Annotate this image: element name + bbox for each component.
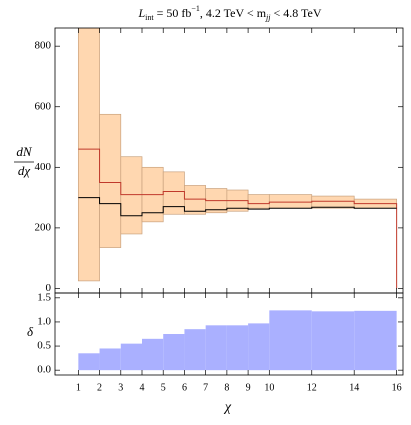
bar: [311, 311, 355, 371]
x-tick-label: 10: [264, 382, 274, 393]
title-part: < 4.8 TeV: [270, 6, 321, 20]
uncertainty-band: [162, 171, 185, 215]
step-line: [78, 148, 398, 289]
x-tick-label: 5: [161, 382, 166, 393]
title-part: , 4.2 TeV < m: [200, 6, 267, 20]
y-label: δ: [27, 324, 34, 339]
title-part: = 50 fb: [154, 6, 192, 20]
bar: [354, 310, 397, 371]
panel-frame: [54, 292, 404, 376]
x-label: χ: [223, 400, 232, 415]
x-tick-label: 14: [349, 382, 359, 393]
bar: [163, 334, 185, 371]
uncertainty-band: [311, 195, 355, 209]
y-label-numerator: dN: [16, 144, 33, 159]
x-tick-label: 16: [392, 382, 402, 393]
x-tick-label: 7: [203, 382, 208, 393]
bar: [142, 338, 164, 371]
bar: [205, 325, 227, 371]
title-part: −1: [191, 4, 200, 13]
step-line: [78, 197, 397, 217]
x-tick-label: 4: [140, 382, 145, 393]
x-tick-label: 3: [118, 382, 123, 393]
y-tick-label: 1.5: [37, 291, 51, 303]
uncertainty-band: [247, 194, 270, 209]
uncertainty-band: [99, 113, 122, 248]
x-tick-label: 1: [76, 382, 81, 393]
y-tick-label: 400: [35, 161, 52, 173]
bar: [120, 343, 142, 371]
y-label-denominator: dχ: [18, 163, 31, 178]
x-tick-label: 9: [246, 382, 251, 393]
uncertainty-band: [184, 185, 207, 215]
uncertainty-band: [77, 28, 100, 282]
y-tick-label: 0.5: [37, 340, 51, 352]
bar: [78, 353, 100, 371]
y-tick-label: 0: [46, 282, 52, 294]
title-part: jj: [265, 13, 271, 22]
title-part: L: [137, 6, 145, 20]
x-tick-label: 8: [224, 382, 229, 393]
title-part: int: [145, 13, 154, 22]
x-tick-label: 12: [307, 382, 317, 393]
plot-area: [77, 28, 398, 289]
bar: [269, 310, 312, 371]
y-tick-label: 600: [35, 100, 52, 112]
y-tick-label: 0.0: [37, 364, 51, 376]
chart-title: Lint = 50 fb−1, 4.2 TeV < mjj < 4.8 TeV: [137, 4, 321, 22]
uncertainty-band: [120, 156, 143, 235]
uncertainty-band: [268, 194, 313, 209]
x-tick-label: 6: [182, 382, 187, 393]
bar: [226, 325, 249, 371]
bar: [99, 348, 121, 371]
x-tick-label: 2: [97, 382, 102, 393]
bar: [184, 329, 206, 371]
y-tick-label: 200: [35, 221, 52, 233]
y-tick-label: 800: [35, 40, 52, 52]
y-tick-label: 1.0: [37, 315, 51, 327]
bar: [248, 323, 270, 371]
